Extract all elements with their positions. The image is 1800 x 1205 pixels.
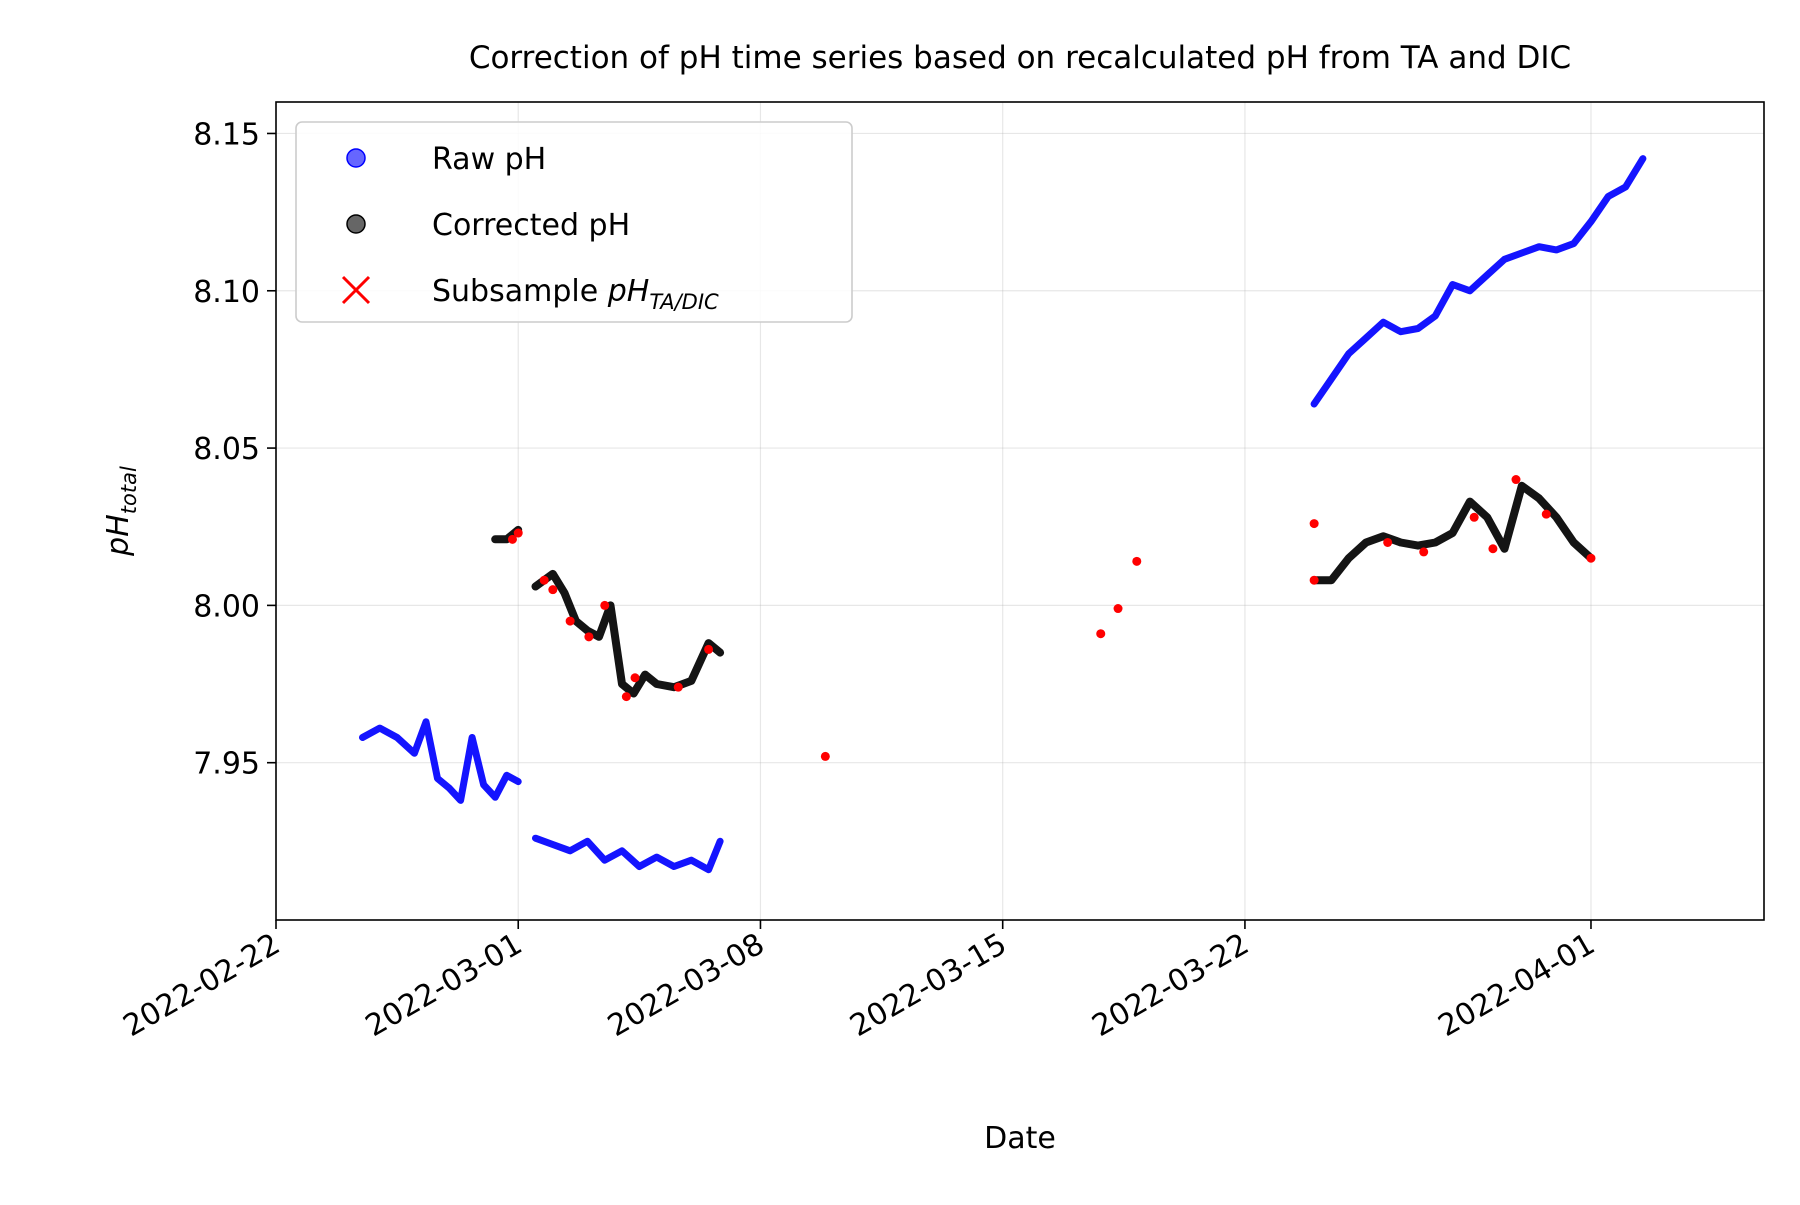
subsample-point bbox=[548, 585, 558, 595]
legend-marker-circle bbox=[346, 148, 366, 168]
subsample-point bbox=[1383, 537, 1393, 547]
x-tick-label: 2022-02-22 bbox=[118, 927, 286, 1044]
legend-marker-circle bbox=[346, 214, 366, 234]
legend-label-text: Corrected pH bbox=[432, 208, 630, 243]
subsample-point bbox=[539, 575, 549, 585]
subsample-point bbox=[1419, 547, 1429, 557]
y-tick-label: 7.95 bbox=[193, 747, 260, 782]
subsample-point bbox=[507, 534, 517, 544]
legend-box bbox=[295, 121, 853, 323]
subsample-point bbox=[1469, 512, 1479, 522]
legend-label: Subsample pHTA/DIC bbox=[432, 274, 719, 314]
x-tick-label: 2022-03-08 bbox=[602, 927, 770, 1044]
subsample-point bbox=[584, 632, 594, 642]
legend-label-text: Subsample bbox=[432, 274, 608, 309]
subsample-point bbox=[1511, 475, 1521, 485]
subsample-point bbox=[1132, 556, 1142, 566]
subsample-point bbox=[704, 644, 714, 654]
subsample-point bbox=[1096, 629, 1106, 639]
subsample-point bbox=[1488, 544, 1498, 554]
series-trace-raw-ph bbox=[532, 834, 724, 874]
legend-label: Raw pH bbox=[432, 142, 546, 177]
x-tick-label: 2022-03-22 bbox=[1086, 927, 1254, 1044]
subsample-point bbox=[1113, 604, 1123, 614]
series-trace-corrected-ph bbox=[1310, 481, 1595, 585]
subsample-point bbox=[1309, 575, 1319, 585]
y-tick-label: 8.05 bbox=[193, 432, 260, 467]
plot-layer bbox=[359, 155, 1647, 874]
legend: Raw pH Corrected pH Subsample pHTA/DIC bbox=[295, 121, 853, 323]
subsample-point bbox=[1541, 509, 1551, 519]
chart-title: Correction of pH time series based on re… bbox=[469, 40, 1571, 76]
subsample-point bbox=[630, 673, 640, 683]
subsample-point bbox=[820, 751, 830, 761]
y-axis-label: pHtotal bbox=[101, 466, 141, 557]
x-axis-label: Date bbox=[984, 1121, 1056, 1156]
series-trace-raw-ph bbox=[1310, 155, 1647, 408]
subsample-point bbox=[600, 600, 610, 610]
subsample-point bbox=[565, 616, 575, 626]
legend-label-text: Raw pH bbox=[432, 142, 546, 177]
y-tick-label: 8.15 bbox=[193, 117, 260, 152]
subsample-point bbox=[513, 528, 523, 538]
legend-label: Corrected pH bbox=[432, 208, 630, 243]
subsample-point bbox=[1309, 519, 1319, 529]
x-tick-label: 2022-03-01 bbox=[360, 927, 528, 1044]
subsample-point bbox=[1586, 553, 1596, 563]
y-axis-label-base: pH bbox=[101, 514, 136, 557]
y-tick-label: 8.10 bbox=[193, 275, 260, 310]
y-axis-label-subscript: total bbox=[117, 466, 141, 514]
legend-label-subscript: TA/DIC bbox=[649, 290, 719, 314]
legend-marker-x bbox=[341, 275, 371, 305]
legend-label-math: pH bbox=[607, 274, 650, 309]
y-tick-label: 8.00 bbox=[193, 589, 260, 624]
series-trace-raw-ph bbox=[359, 718, 522, 804]
subsample-point bbox=[621, 692, 631, 702]
series-trace-corrected-ph bbox=[531, 569, 725, 698]
x-tick-label: 2022-04-01 bbox=[1432, 927, 1600, 1044]
plot-frame bbox=[275, 101, 1765, 921]
x-tick-label: 2022-03-15 bbox=[844, 927, 1012, 1044]
subsample-point bbox=[673, 682, 683, 692]
